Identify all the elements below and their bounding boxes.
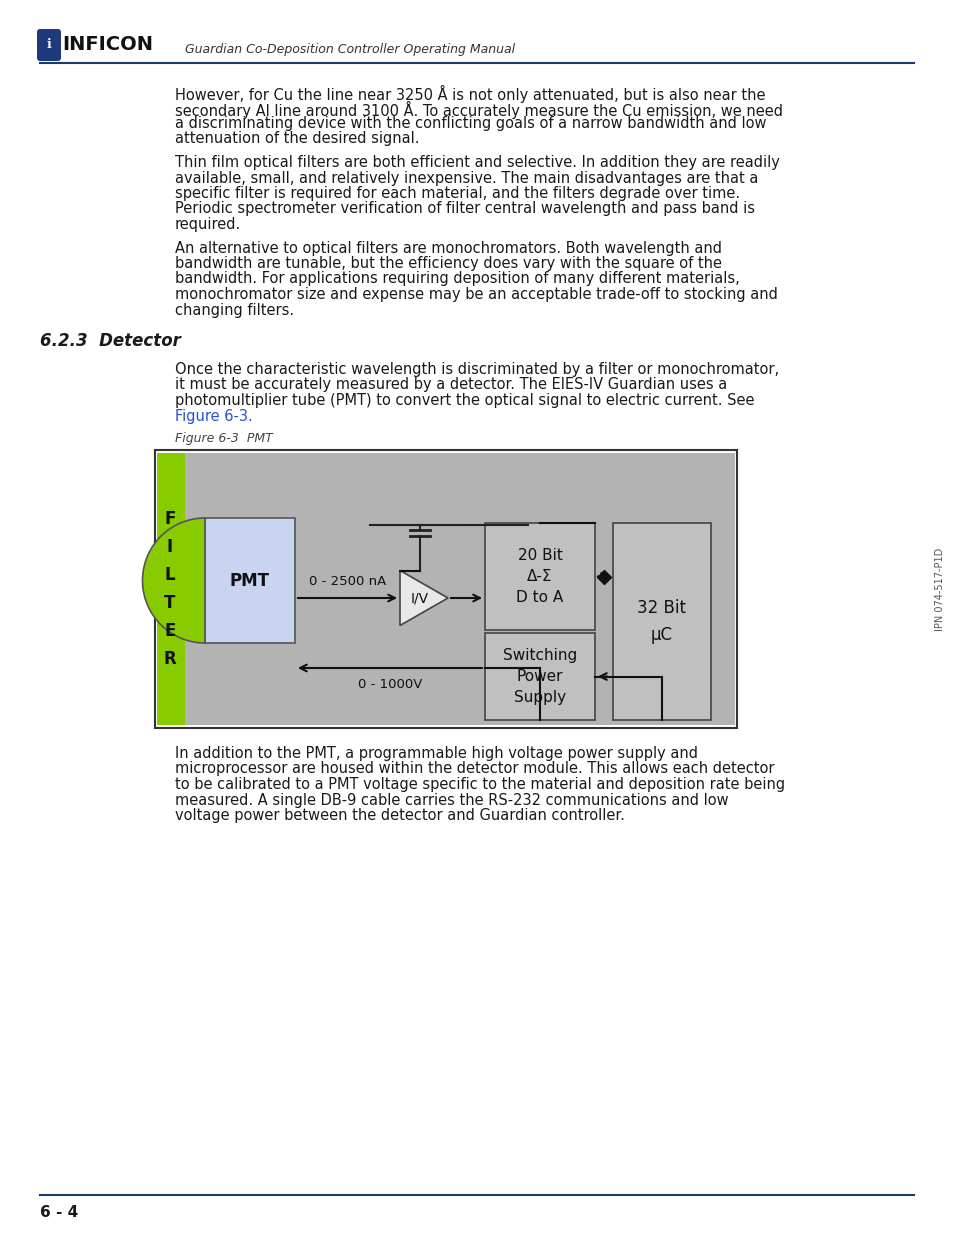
- Text: Figure 6-3  PMT: Figure 6-3 PMT: [174, 432, 273, 445]
- Text: L: L: [165, 566, 175, 584]
- Text: to be calibrated to a PMT voltage specific to the material and deposition rate b: to be calibrated to a PMT voltage specif…: [174, 777, 784, 792]
- Text: Once the characteristic wavelength is discriminated by a filter or monochromator: Once the characteristic wavelength is di…: [174, 362, 779, 377]
- Text: 6 - 4: 6 - 4: [40, 1205, 78, 1220]
- Text: T: T: [164, 594, 175, 613]
- FancyBboxPatch shape: [37, 28, 61, 61]
- Text: measured. A single DB-9 cable carries the RS-232 communications and low: measured. A single DB-9 cable carries th…: [174, 793, 728, 808]
- Text: IPN 074-517-P1D: IPN 074-517-P1D: [934, 547, 944, 631]
- Text: bandwidth are tunable, but the efficiency does vary with the square of the: bandwidth are tunable, but the efficienc…: [174, 256, 721, 270]
- Text: it must be accurately measured by a detector. The EIES-IV Guardian uses a: it must be accurately measured by a dete…: [174, 378, 726, 393]
- Text: I: I: [167, 538, 172, 556]
- Text: 0 - 2500 nA: 0 - 2500 nA: [309, 576, 386, 588]
- Text: microprocessor are housed within the detector module. This allows each detector: microprocessor are housed within the det…: [174, 762, 774, 777]
- Text: INFICON: INFICON: [62, 35, 152, 53]
- Text: However, for Cu the line near 3250 Å is not only attenuated, but is also near th: However, for Cu the line near 3250 Å is …: [174, 85, 764, 103]
- Text: An alternative to optical filters are monochromators. Both wavelength and: An alternative to optical filters are mo…: [174, 241, 721, 256]
- Polygon shape: [399, 571, 448, 625]
- Text: E: E: [164, 622, 175, 640]
- Text: photomultiplier tube (PMT) to convert the optical signal to electric current. Se: photomultiplier tube (PMT) to convert th…: [174, 393, 754, 408]
- Text: 32 Bit
μC: 32 Bit μC: [637, 599, 686, 643]
- Text: Periodic spectrometer verification of filter central wavelength and pass band is: Periodic spectrometer verification of fi…: [174, 201, 754, 216]
- Text: i: i: [47, 38, 51, 52]
- Bar: [484, 634, 595, 720]
- Text: available, small, and relatively inexpensive. The main disadvantages are that a: available, small, and relatively inexpen…: [174, 170, 758, 185]
- Text: a discriminating device with the conflicting goals of a narrow bandwidth and low: a discriminating device with the conflic…: [174, 116, 765, 131]
- Bar: [613, 522, 710, 720]
- Text: monochromator size and expense may be an acceptable trade-off to stocking and: monochromator size and expense may be an…: [174, 287, 777, 303]
- Text: Guardian Co-Deposition Controller Operating Manual: Guardian Co-Deposition Controller Operat…: [185, 43, 515, 57]
- Bar: [205, 517, 294, 643]
- Text: 20 Bit
Δ-Σ
D to A: 20 Bit Δ-Σ D to A: [516, 548, 563, 605]
- Text: attenuation of the desired signal.: attenuation of the desired signal.: [174, 131, 419, 147]
- Text: bandwidth. For applications requiring deposition of many different materials,: bandwidth. For applications requiring de…: [174, 272, 739, 287]
- Text: specific filter is required for each material, and the filters degrade over time: specific filter is required for each mat…: [174, 186, 740, 201]
- Text: voltage power between the detector and Guardian controller.: voltage power between the detector and G…: [174, 808, 624, 823]
- Polygon shape: [142, 517, 205, 643]
- Text: In addition to the PMT, a programmable high voltage power supply and: In addition to the PMT, a programmable h…: [174, 746, 698, 761]
- Text: R: R: [164, 650, 176, 668]
- Text: F: F: [164, 510, 175, 529]
- Text: Thin film optical filters are both efficient and selective. In addition they are: Thin film optical filters are both effic…: [174, 156, 779, 170]
- Text: secondary Al line around 3100 Å. To accurately measure the Cu emission, we need: secondary Al line around 3100 Å. To accu…: [174, 100, 782, 119]
- Bar: [154, 450, 737, 727]
- Bar: [157, 453, 185, 725]
- Text: 6.2.3  Detector: 6.2.3 Detector: [40, 332, 181, 350]
- Text: I/V: I/V: [411, 592, 429, 605]
- Text: required.: required.: [174, 217, 241, 232]
- Text: Switching
Power
Supply: Switching Power Supply: [502, 648, 577, 705]
- Bar: [185, 453, 734, 725]
- Bar: [484, 522, 595, 630]
- Text: changing filters.: changing filters.: [174, 303, 294, 317]
- Text: 0 - 1000V: 0 - 1000V: [357, 678, 422, 692]
- Text: Figure 6-3.: Figure 6-3.: [174, 409, 253, 424]
- Text: PMT: PMT: [230, 572, 270, 589]
